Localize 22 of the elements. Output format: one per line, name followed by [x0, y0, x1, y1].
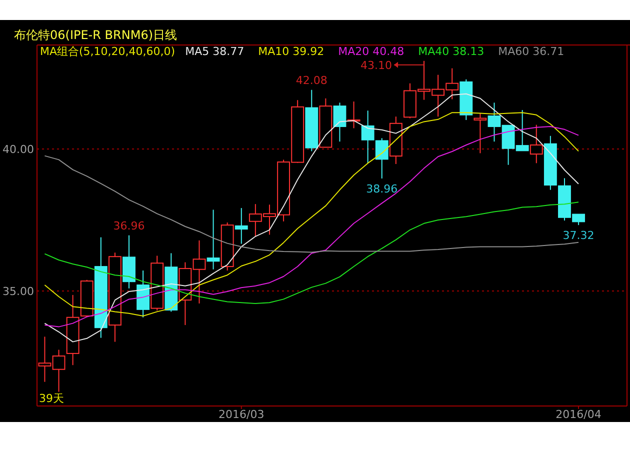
candlestick — [333, 102, 346, 142]
text: MA60 36.71 — [498, 45, 564, 58]
text: MA40 38.13 — [418, 45, 484, 58]
annotation: 38.96 — [366, 182, 398, 196]
candlestick — [530, 124, 543, 164]
legend-title: MA组合(5,10,20,40,60,0) — [40, 45, 176, 58]
candlestick — [206, 209, 220, 270]
y-tick-label: 35.00 — [2, 284, 34, 298]
x-tick-label: 2016/03 — [218, 408, 264, 421]
annotation: 37.32 — [562, 229, 594, 242]
annotation: 39天 — [39, 392, 64, 405]
annotation: 43.10 — [360, 58, 392, 72]
candlestick — [234, 208, 248, 244]
x-tick-label: 2016/04 — [556, 408, 602, 421]
text: MA20 40.48 — [338, 45, 404, 58]
y-tick-label: 40.00 — [2, 142, 34, 156]
text: MA10 39.92 — [258, 45, 324, 58]
annotation: 42.08 — [296, 74, 328, 87]
text: MA5 38.77 — [185, 45, 244, 58]
candlestick — [474, 112, 487, 154]
chart-title: 布伦特06(IPE-R BRNM6)日线 — [14, 28, 178, 42]
annotation: 36.96 — [113, 219, 145, 232]
